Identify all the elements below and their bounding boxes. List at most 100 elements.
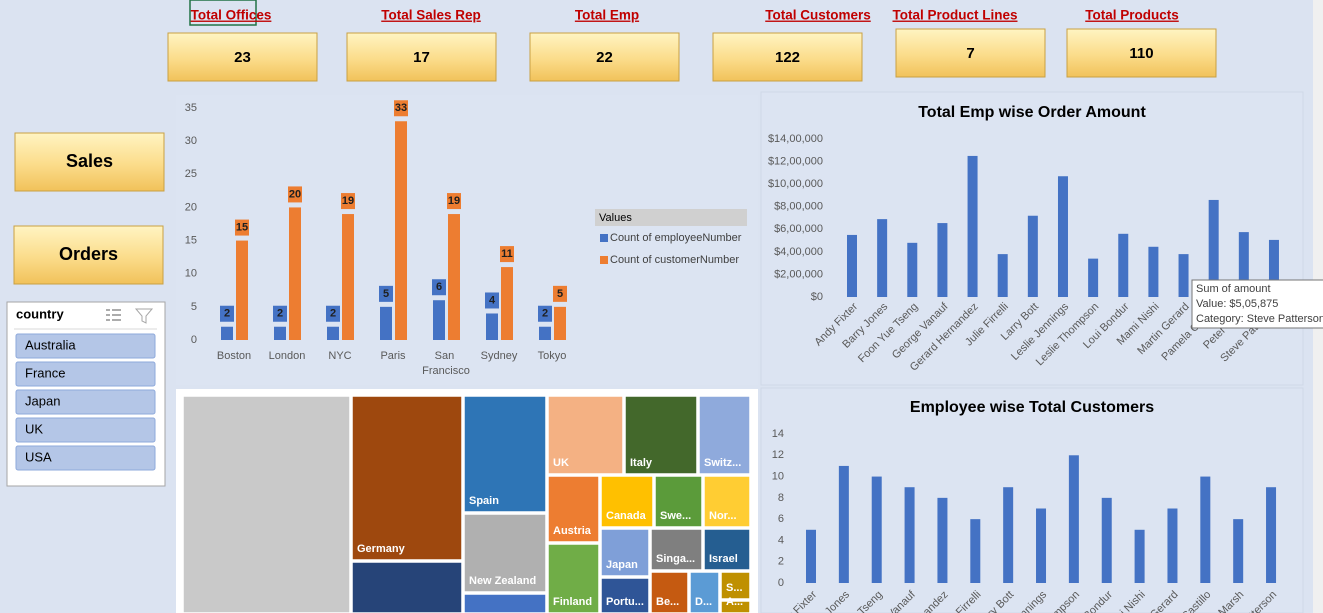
treemap-tile bbox=[182, 395, 351, 613]
slicer-item[interactable] bbox=[15, 417, 156, 443]
treemap-tile bbox=[703, 475, 751, 528]
slicer-item[interactable] bbox=[15, 361, 156, 387]
treemap-tile bbox=[650, 571, 689, 613]
treemap-tile bbox=[703, 528, 751, 571]
bar bbox=[539, 326, 551, 340]
y-tick-label: 14 bbox=[772, 428, 784, 440]
kpi-label[interactable]: Total Customers bbox=[765, 8, 871, 23]
y-tick-label: 6 bbox=[778, 513, 784, 525]
nav-button-label[interactable]: Sales bbox=[66, 151, 113, 171]
nav-button[interactable] bbox=[14, 132, 165, 192]
bar bbox=[433, 300, 445, 340]
treemap-label: Nor... bbox=[709, 510, 737, 522]
data-label: 19 bbox=[342, 195, 354, 207]
bar bbox=[554, 306, 566, 340]
kpi-label[interactable]: Total Offices bbox=[191, 8, 272, 23]
bar bbox=[871, 476, 882, 583]
data-label: 2 bbox=[224, 308, 230, 320]
bar bbox=[486, 313, 498, 340]
bar bbox=[1027, 215, 1038, 297]
treemap-label: S... bbox=[726, 582, 743, 594]
y-tick-label: 0 bbox=[778, 577, 784, 589]
slicer-item[interactable] bbox=[15, 333, 156, 359]
treemap-tile bbox=[600, 577, 650, 613]
slicer-item-label[interactable]: UK bbox=[25, 421, 43, 436]
kpi-card bbox=[529, 32, 680, 82]
tooltip-text: Value: $5,05,875 bbox=[1196, 298, 1278, 310]
kpi-label[interactable]: Total Product Lines bbox=[892, 8, 1017, 23]
treemap-label: Switz... bbox=[704, 457, 741, 469]
data-label: 6 bbox=[436, 281, 442, 293]
kpi-label[interactable]: Total Products bbox=[1085, 8, 1179, 23]
multi-select-icon[interactable] bbox=[106, 309, 121, 321]
slicer-item-label[interactable]: Japan bbox=[25, 393, 60, 408]
treemap-tile bbox=[654, 475, 703, 528]
kpi-value: 23 bbox=[234, 49, 251, 66]
bar bbox=[501, 267, 513, 340]
treemap-tile bbox=[351, 561, 463, 613]
y-tick-label: $4,00,000 bbox=[774, 246, 823, 258]
bar bbox=[877, 219, 888, 297]
kpi-card bbox=[346, 32, 497, 82]
bar bbox=[1003, 487, 1014, 583]
slicer-item[interactable] bbox=[15, 389, 156, 415]
kpi-value: 22 bbox=[596, 49, 613, 66]
slicer-item-label[interactable]: USA bbox=[25, 449, 52, 464]
data-label: 4 bbox=[489, 294, 496, 306]
chart-title: Total Emp wise Order Amount bbox=[918, 104, 1146, 121]
data-label-box bbox=[220, 305, 234, 322]
y-tick-label: $2,00,000 bbox=[774, 268, 823, 280]
slicer-item[interactable] bbox=[15, 445, 156, 471]
nav-button-label[interactable]: Orders bbox=[59, 244, 118, 264]
bar bbox=[1057, 176, 1068, 297]
y-tick-label: $8,00,000 bbox=[774, 201, 823, 213]
treemap-label: Austria bbox=[553, 525, 592, 537]
panel bbox=[176, 95, 758, 385]
data-label-box bbox=[500, 246, 514, 263]
data-label: 20 bbox=[289, 188, 301, 200]
treemap-label: Israel bbox=[709, 553, 738, 565]
data-label-box bbox=[341, 193, 355, 210]
treemap-tile bbox=[600, 475, 654, 528]
bar bbox=[847, 234, 857, 297]
slicer-item-label[interactable]: Australia bbox=[25, 337, 76, 352]
y-tick-label: 2 bbox=[778, 556, 784, 568]
bar bbox=[327, 326, 339, 340]
y-tick-label: $0 bbox=[811, 291, 823, 303]
kpi-label[interactable]: Total Emp bbox=[575, 8, 639, 23]
nav-button[interactable] bbox=[13, 225, 164, 285]
bar bbox=[1148, 246, 1159, 297]
treemap-label: New Zealand bbox=[469, 575, 536, 587]
kpi-card bbox=[895, 28, 1046, 78]
x-tick-label: Paris bbox=[380, 350, 406, 362]
data-label: 19 bbox=[448, 195, 460, 207]
bar bbox=[1178, 254, 1189, 297]
treemap-label: Italy bbox=[630, 457, 653, 469]
y-tick-label: 25 bbox=[185, 168, 197, 180]
bar bbox=[1200, 476, 1211, 583]
slicer-icons bbox=[106, 308, 154, 324]
bar bbox=[274, 326, 286, 340]
clear-filter-icon[interactable] bbox=[134, 308, 154, 324]
y-tick-label: 12 bbox=[772, 449, 784, 461]
y-tick-label: $10,00,000 bbox=[768, 178, 823, 190]
y-tick-label: 0 bbox=[191, 334, 197, 346]
slicer-item-label[interactable]: France bbox=[25, 365, 65, 380]
kpi-value: 110 bbox=[1129, 45, 1153, 62]
treemap-tile bbox=[547, 475, 600, 543]
bar bbox=[1208, 199, 1219, 297]
legend-swatch bbox=[600, 256, 608, 264]
treemap-tile bbox=[463, 593, 547, 613]
bar bbox=[1101, 497, 1112, 583]
treemap-label: Swe... bbox=[660, 510, 691, 522]
kpi-value: 7 bbox=[966, 45, 974, 62]
y-tick-label: 10 bbox=[772, 470, 784, 482]
cell-selection bbox=[189, 0, 257, 26]
kpi-label[interactable]: Total Sales Rep bbox=[381, 8, 481, 23]
data-label-box bbox=[553, 285, 567, 302]
tooltip-text: Category: Steve Patterson bbox=[1196, 313, 1323, 325]
treemap-tile bbox=[698, 395, 751, 475]
data-label: 5 bbox=[383, 288, 389, 300]
bar bbox=[1238, 232, 1249, 297]
data-label-box bbox=[288, 186, 302, 203]
